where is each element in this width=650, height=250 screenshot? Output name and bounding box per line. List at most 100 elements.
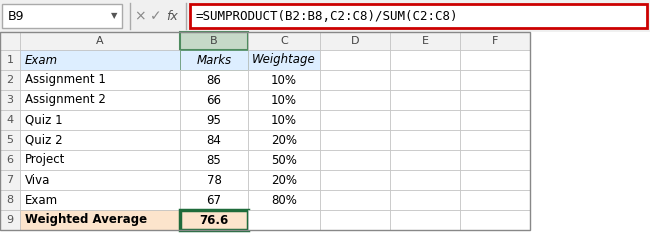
Bar [390,90,460,110]
Bar [180,110,248,130]
Bar [0,110,20,130]
Bar [460,170,530,190]
Bar [20,190,180,210]
Bar [460,210,530,230]
Bar [390,210,460,230]
Bar [460,110,530,130]
Bar [460,70,530,90]
Bar [460,150,530,170]
Bar [320,170,390,190]
Text: ✓: ✓ [150,9,162,23]
Text: 50%: 50% [271,154,297,166]
Bar [0,0,650,32]
Text: 20%: 20% [271,134,297,146]
Bar [320,210,390,230]
Text: 10%: 10% [271,94,297,106]
Bar [248,90,320,110]
Bar [248,32,320,50]
Bar [180,190,248,210]
Text: 66: 66 [207,94,222,106]
Bar [460,130,530,150]
Text: Quiz 1: Quiz 1 [25,114,62,126]
Text: 95: 95 [207,114,222,126]
Bar [390,150,460,170]
Bar [320,70,390,90]
Bar [2,4,122,28]
Text: 84: 84 [207,134,222,146]
Bar [320,90,390,110]
Text: 80%: 80% [271,194,297,206]
Bar [390,110,460,130]
Bar [248,190,320,210]
Bar [248,130,320,150]
Text: B: B [210,36,218,46]
Text: 5: 5 [6,135,14,145]
Bar [0,130,20,150]
Text: 2: 2 [6,75,14,85]
Text: fx: fx [166,10,178,22]
Bar [320,32,390,50]
Bar [390,50,460,70]
Bar [0,170,20,190]
Bar [20,90,180,110]
Bar [390,32,460,50]
Text: 3: 3 [6,95,14,105]
Text: Weighted Average: Weighted Average [25,214,147,226]
Bar [320,50,390,70]
Bar [460,90,530,110]
Bar [20,70,180,90]
Text: 76.6: 76.6 [200,214,229,226]
Bar [180,50,248,70]
Bar [320,190,390,210]
Bar [0,90,20,110]
Text: E: E [421,36,428,46]
Bar [248,170,320,190]
Bar [180,130,248,150]
Bar [180,90,248,110]
Bar [180,32,248,50]
Text: Viva: Viva [25,174,51,186]
Bar [0,150,20,170]
Bar [320,150,390,170]
Text: 7: 7 [6,175,14,185]
Bar [248,210,320,230]
Bar [248,110,320,130]
Bar [180,170,248,190]
Bar [20,32,180,50]
Bar [190,4,647,28]
Bar [320,130,390,150]
Text: Project: Project [25,154,66,166]
Text: Exam: Exam [25,54,58,66]
Bar [0,210,20,230]
Bar [460,32,530,50]
Text: 1: 1 [6,55,14,65]
Bar [20,50,180,70]
Text: Quiz 2: Quiz 2 [25,134,62,146]
Bar [390,190,460,210]
Bar [0,32,20,50]
Text: Weightage: Weightage [252,54,316,66]
Text: 6: 6 [6,155,14,165]
Bar [0,50,20,70]
Bar [0,32,530,230]
Text: 10%: 10% [271,74,297,86]
Text: Assignment 2: Assignment 2 [25,94,106,106]
Bar [20,130,180,150]
Bar [460,190,530,210]
Bar [20,110,180,130]
Bar [320,110,390,130]
Bar [248,150,320,170]
Text: 67: 67 [207,194,222,206]
Text: 86: 86 [207,74,222,86]
Bar [180,210,248,230]
Bar [390,130,460,150]
Bar [20,170,180,190]
Text: Marks: Marks [196,54,231,66]
Bar [0,190,20,210]
Bar [460,50,530,70]
Text: 85: 85 [207,154,222,166]
Bar [180,70,248,90]
Text: 4: 4 [6,115,14,125]
Bar [0,70,20,90]
Text: 9: 9 [6,215,14,225]
